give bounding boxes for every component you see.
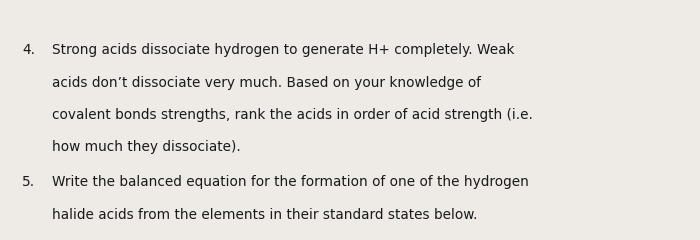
- Text: acids don’t dissociate very much. Based on your knowledge of: acids don’t dissociate very much. Based …: [52, 76, 482, 90]
- Text: covalent bonds strengths, rank the acids in order of acid strength (i.e.: covalent bonds strengths, rank the acids…: [52, 108, 533, 122]
- Text: how much they dissociate).: how much they dissociate).: [52, 140, 241, 154]
- Text: 4.: 4.: [22, 43, 36, 57]
- Text: halide acids from the elements in their standard states below.: halide acids from the elements in their …: [52, 208, 478, 222]
- Text: Write the balanced equation for the formation of one of the hydrogen: Write the balanced equation for the form…: [52, 175, 529, 189]
- Text: 5.: 5.: [22, 175, 36, 189]
- Text: Strong acids dissociate hydrogen to generate H+ completely. Weak: Strong acids dissociate hydrogen to gene…: [52, 43, 515, 57]
